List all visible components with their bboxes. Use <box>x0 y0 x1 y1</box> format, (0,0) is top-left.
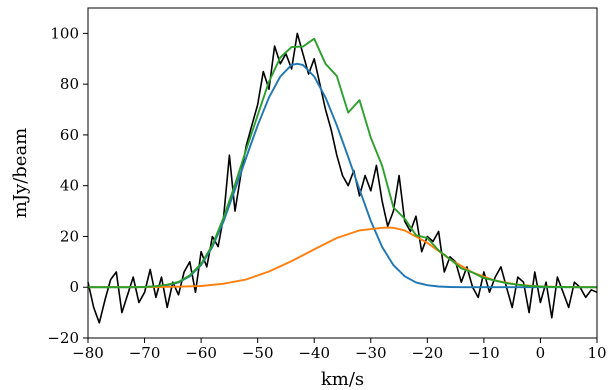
series-line-0-data <box>87 32 598 324</box>
y-tick-label: 80 <box>60 75 79 93</box>
series-line-3-sum <box>88 37 597 289</box>
x-tick-label: −80 <box>72 344 104 362</box>
y-tick-label: −20 <box>47 329 79 347</box>
series-line-2-gaussian <box>88 226 597 289</box>
x-tick-label: −60 <box>185 344 217 362</box>
x-axis-label: km/s <box>321 369 364 390</box>
x-tick-label: 10 <box>587 344 606 362</box>
y-tick-label: 0 <box>69 278 79 296</box>
x-tick-label: 0 <box>536 344 546 362</box>
y-axis-label: mJy/beam <box>10 128 31 219</box>
y-tick-label: 100 <box>50 24 79 42</box>
y-tick-label: 60 <box>60 126 79 144</box>
x-tick-label: −40 <box>298 344 330 362</box>
y-axis-ticks: −20 0 20 40 60 80 100 <box>47 24 88 347</box>
plot-marks <box>87 32 598 324</box>
x-tick-label: −30 <box>355 344 387 362</box>
x-tick-label: −20 <box>412 344 444 362</box>
plot-frame <box>87 7 598 339</box>
x-tick-label: −50 <box>242 344 274 362</box>
x-tick-label: −10 <box>468 344 500 362</box>
x-tick-label: −70 <box>129 344 161 362</box>
y-tick-label: 20 <box>60 227 79 245</box>
y-tick-label: 40 <box>60 177 79 195</box>
x-axis-ticks: −80 −70 −60 −50 −40 −30 −20 −10 0 10 <box>72 338 607 362</box>
